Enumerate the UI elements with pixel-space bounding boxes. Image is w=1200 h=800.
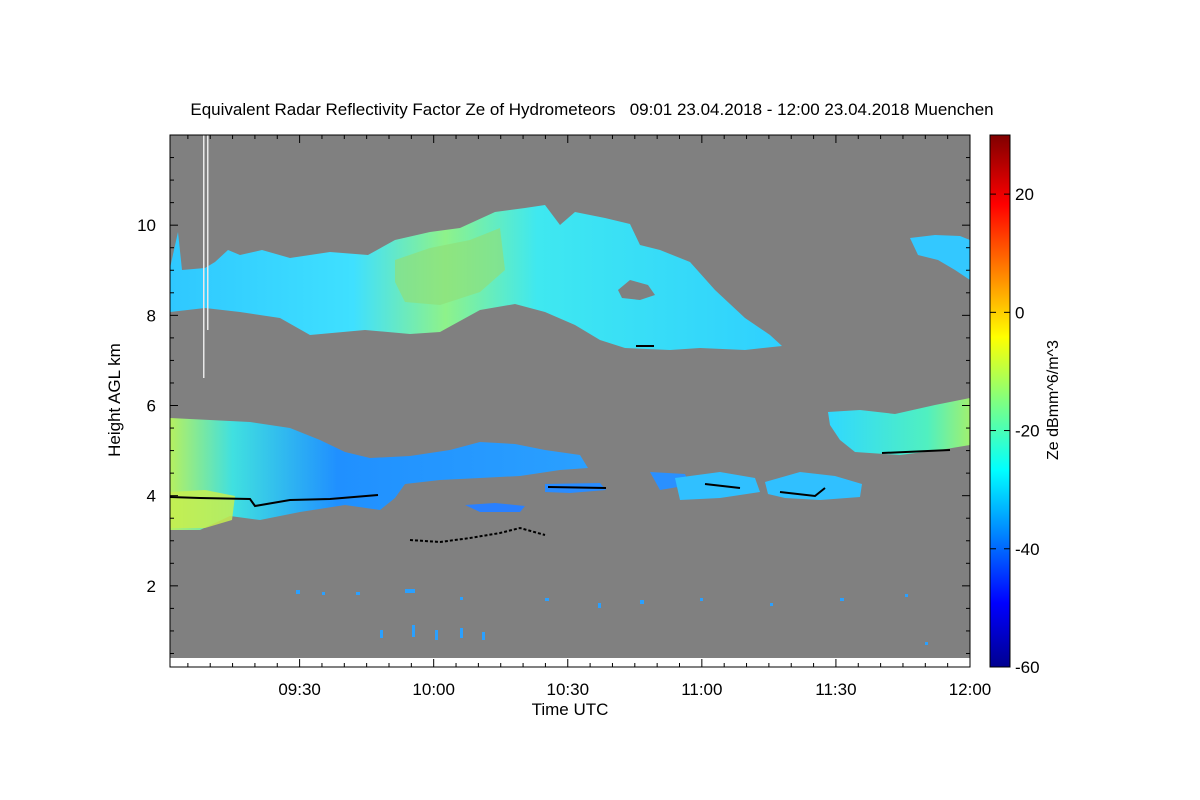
feature-fragment-5	[465, 503, 525, 512]
x-tick-label: 09:30	[278, 680, 321, 699]
x-axis-label: Time UTC	[532, 700, 609, 719]
y-tick-label: 6	[147, 397, 156, 416]
plot-background	[170, 135, 970, 658]
chart-title: Equivalent Radar Reflectivity Factor Ze …	[190, 100, 993, 119]
feature-cirrus-hole	[618, 280, 655, 300]
trace-west	[170, 494, 379, 508]
data-gap-line-2	[207, 135, 209, 330]
y-tick-label: 8	[147, 306, 156, 325]
echo-features	[170, 135, 970, 645]
y-axis-label: Height AGL km	[105, 343, 124, 457]
feature-mid-core	[170, 490, 235, 528]
y-axis: 2 4 6 8 10	[137, 157, 970, 654]
trace-frag-3	[779, 487, 826, 498]
feature-upper-patch-east	[910, 235, 970, 280]
trace-east	[881, 449, 951, 454]
y-tick-label: 2	[147, 577, 156, 596]
feature-cirrus-core	[395, 228, 505, 305]
data-gap-line-1	[203, 135, 205, 378]
colorbar-tick-label: -40	[1015, 540, 1040, 559]
colorbar-tick-label: 20	[1015, 185, 1034, 204]
trace-mid	[409, 526, 546, 544]
feature-mid-layer-east	[828, 398, 970, 455]
x-tick-label: 11:30	[815, 680, 856, 699]
colorbar-label: Ze dBmm^6/m^3	[1045, 340, 1062, 460]
colorbar-ticks: 20 0 -20 -40 -60	[990, 185, 1040, 677]
colorbar-tick-label: -20	[1015, 422, 1040, 441]
x-axis: 09:30 10:00 10:30 11:00 11:30 12:00	[187, 135, 992, 699]
plot-frame	[169, 134, 971, 668]
x-tick-label: 12:00	[949, 680, 992, 699]
trace-frag-1	[547, 486, 607, 489]
x-tick-label: 10:00	[412, 680, 455, 699]
colorbar-tick-label: 0	[1015, 303, 1024, 322]
x-tick-label: 11:00	[681, 680, 722, 699]
y-tick-label: 4	[147, 487, 156, 506]
low-level-speckles	[296, 589, 928, 645]
trace-frag-2	[704, 483, 741, 489]
colorbar-tick-label: -60	[1015, 658, 1040, 677]
x-tick-label: 10:30	[546, 680, 589, 699]
y-tick-label: 10	[137, 216, 156, 235]
colorbar	[989, 134, 1011, 668]
